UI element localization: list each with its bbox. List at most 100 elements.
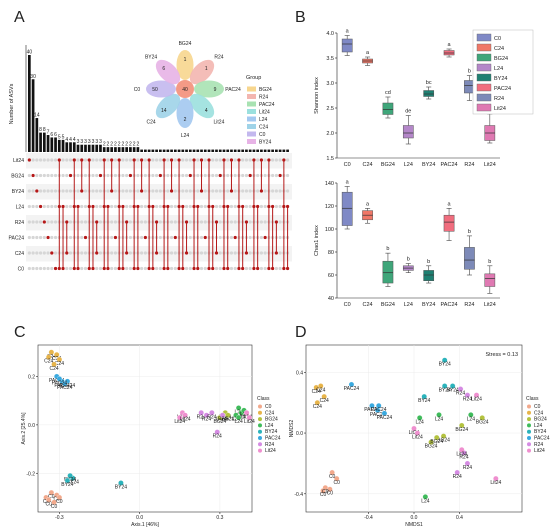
- intersection-bar: [237, 149, 241, 152]
- matrix-dot: [274, 189, 278, 193]
- box-y-axis-label: Chao1 index: [314, 225, 320, 256]
- matrix-dot: [53, 251, 58, 255]
- scatter-point: [321, 393, 327, 400]
- intersection-bar: [159, 149, 162, 152]
- scatter-point: [53, 351, 60, 358]
- matrix-dot: [125, 204, 129, 209]
- significance-letter: a: [346, 179, 350, 185]
- matrix-dot: [248, 235, 252, 240]
- box-body: [402, 125, 414, 139]
- scatter-point-label: BG24: [425, 444, 438, 450]
- scatter-point-label: BG24: [214, 419, 227, 425]
- matrix-dot: [106, 189, 110, 193]
- matrix-dot: [203, 266, 207, 271]
- matrix-dot: [35, 204, 39, 209]
- scatter-point: [458, 422, 465, 429]
- scatter-legend-dot: [258, 417, 262, 422]
- intersection-bar: [282, 149, 286, 152]
- scatter-y-tick-label: 0.2: [28, 374, 35, 380]
- matrix-dot: [76, 158, 80, 162]
- matrix-dot: [188, 220, 192, 224]
- intersection-bar: [177, 149, 181, 152]
- matrix-dot: [98, 158, 103, 162]
- scatter-point: [182, 412, 188, 418]
- matrix-dot: [140, 251, 144, 255]
- scatter-point-label: BG24: [219, 414, 232, 420]
- intersection-bar: [117, 147, 121, 152]
- bar-value-label: 2: [114, 142, 117, 148]
- matrix-dot: [278, 220, 282, 224]
- scatter-legend-dot: [258, 436, 262, 440]
- box-body: [443, 214, 455, 232]
- scatter-legend-dot: [258, 448, 262, 453]
- matrix-dot: [199, 251, 204, 255]
- matrix-dot: [83, 235, 88, 240]
- matrix-dot: [110, 266, 114, 271]
- matrix-dot: [158, 189, 162, 193]
- box-y-tick-label: 80: [328, 250, 334, 256]
- significance-letter: b: [468, 69, 471, 75]
- scatter-point-label: C0: [51, 504, 58, 510]
- intersection-bar: [147, 149, 151, 152]
- matrix-dot: [286, 189, 290, 193]
- flower-legend-swatch: [247, 101, 256, 107]
- intersection-bar: [151, 149, 155, 152]
- scatter-legend-label: C24: [265, 410, 274, 416]
- matrix-dot: [83, 204, 88, 209]
- box-y-tick-label: 120: [325, 204, 334, 210]
- scatter-point: [440, 433, 447, 439]
- matrix-dot: [248, 251, 252, 255]
- matrix-dot: [128, 204, 133, 209]
- matrix-dot: [98, 204, 103, 209]
- scatter-point: [433, 434, 440, 441]
- matrix-dot: [244, 173, 249, 178]
- matrix-dot: [98, 251, 103, 255]
- set-row-label: C24: [15, 251, 24, 257]
- matrix-dot: [27, 204, 31, 209]
- matrix-dot: [199, 235, 204, 240]
- scatter-legend-label: L24: [265, 423, 274, 429]
- matrix-dot: [50, 251, 54, 255]
- petal-value: 1: [184, 57, 187, 63]
- panel-label-b: B: [295, 9, 306, 26]
- scatter-point: [48, 489, 55, 496]
- scatter-point-label: C24: [313, 404, 322, 410]
- matrix-dot: [80, 204, 84, 209]
- matrix-dot: [233, 235, 237, 240]
- bar-value-label: 5: [58, 134, 61, 140]
- intersection-bar: [196, 149, 200, 152]
- scatter-point-label: C24: [312, 389, 321, 395]
- flower-petal: [155, 59, 181, 85]
- matrix-dot: [274, 266, 278, 271]
- matrix-dot: [35, 189, 39, 193]
- flower-legend-swatch: [247, 124, 256, 129]
- matrix-dot: [199, 204, 204, 209]
- box-y-tick-label: 100: [325, 227, 334, 233]
- matrix-dot: [53, 173, 58, 178]
- matrix-dot: [233, 173, 237, 178]
- matrix-dot: [199, 266, 204, 271]
- intersection-bar: [61, 139, 65, 152]
- matrix-dot: [128, 189, 133, 193]
- petal-value: 14: [161, 108, 167, 114]
- scatter-point: [416, 415, 423, 421]
- scatter-point-label: Lit24: [490, 480, 501, 486]
- matrix-dot: [61, 173, 65, 178]
- matrix-dot: [248, 266, 252, 271]
- intersection-bar: [80, 144, 84, 152]
- matrix-dot: [110, 204, 114, 209]
- box-body: [341, 191, 353, 226]
- matrix-dot: [91, 189, 95, 193]
- matrix-dot: [42, 220, 46, 224]
- scatter-point-label: BG24: [476, 419, 489, 425]
- matrix-dot: [233, 158, 237, 162]
- flower-petal: [189, 59, 215, 85]
- flower-legend-label: L24: [259, 117, 268, 123]
- matrix-dot: [188, 251, 192, 255]
- matrix-dot: [143, 235, 147, 240]
- box-y-tick-label: 3.5: [326, 56, 334, 62]
- matrix-dot: [128, 220, 133, 224]
- scatter-legend-dot: [258, 442, 262, 447]
- intersection-bar: [72, 142, 76, 152]
- matrix-dot: [65, 189, 69, 193]
